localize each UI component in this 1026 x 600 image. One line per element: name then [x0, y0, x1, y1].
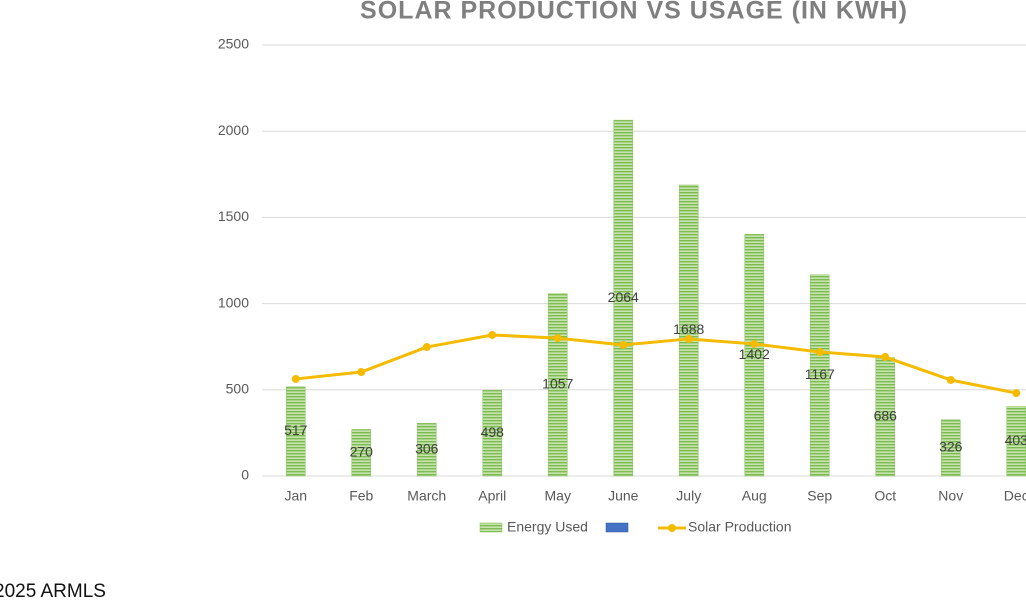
bar [482, 389, 503, 477]
data-label: 1167 [805, 366, 835, 382]
bar [416, 422, 437, 477]
line-marker [1012, 389, 1021, 398]
y-tick-label: 2000 [218, 122, 249, 138]
footer: 2025 ARMLS [0, 581, 106, 600]
data-label: 517 [284, 422, 308, 438]
line-marker [881, 353, 890, 362]
line-marker [553, 334, 562, 343]
data-label: 686 [874, 408, 898, 424]
legend-label: Solar Production [688, 519, 792, 535]
data-label: 1402 [739, 346, 770, 362]
line-marker [619, 340, 628, 349]
x-tick-label: Sep [807, 488, 832, 504]
data-label: 2064 [608, 289, 639, 305]
x-tick-label: March [407, 488, 446, 504]
x-tick-label: Nov [938, 488, 963, 504]
line-marker [357, 368, 366, 377]
bar [744, 233, 765, 477]
legend-swatch [668, 524, 676, 532]
line-marker [815, 348, 824, 357]
legend-label: Energy Used [507, 519, 588, 535]
y-tick-label: 0 [241, 467, 249, 483]
data-label: 1688 [673, 321, 704, 337]
x-tick-label: Jan [284, 488, 307, 504]
data-label: 1057 [542, 376, 573, 392]
data-label: 498 [481, 424, 505, 440]
x-tick-label: July [676, 488, 701, 504]
data-label: 403 [1005, 432, 1026, 448]
x-tick-label: May [545, 488, 571, 504]
bar [613, 119, 634, 477]
bar [351, 429, 372, 477]
x-tick-label: Feb [349, 488, 373, 504]
data-label: 306 [415, 440, 439, 456]
data-label: 326 [939, 439, 963, 455]
line [295, 333, 1017, 395]
y-tick-label: 2500 [218, 36, 249, 52]
x-tick-label: April [478, 488, 506, 504]
line-marker [684, 334, 693, 343]
bar [678, 184, 699, 477]
line-marker [422, 343, 431, 352]
legend-swatch [605, 522, 629, 533]
line-marker [291, 374, 300, 383]
legend-swatch [479, 522, 503, 533]
x-tick-label: Aug [742, 488, 767, 504]
x-tick-label: June [608, 488, 639, 504]
chart-title: SOLAR PRODUCTION VS USAGE (IN KWH) [360, 0, 908, 25]
bar [285, 386, 306, 477]
y-tick-label: 1500 [218, 208, 249, 224]
y-tick-label: 1000 [218, 294, 249, 310]
bar [809, 274, 830, 477]
data-label: 270 [350, 443, 374, 459]
line-marker [750, 339, 759, 348]
x-tick-label: Oct [874, 488, 896, 504]
bar [940, 419, 961, 477]
line-marker [946, 375, 955, 384]
line-marker [488, 330, 497, 339]
y-tick-label: 500 [226, 381, 250, 397]
x-tick-label: Dec [1004, 488, 1026, 504]
